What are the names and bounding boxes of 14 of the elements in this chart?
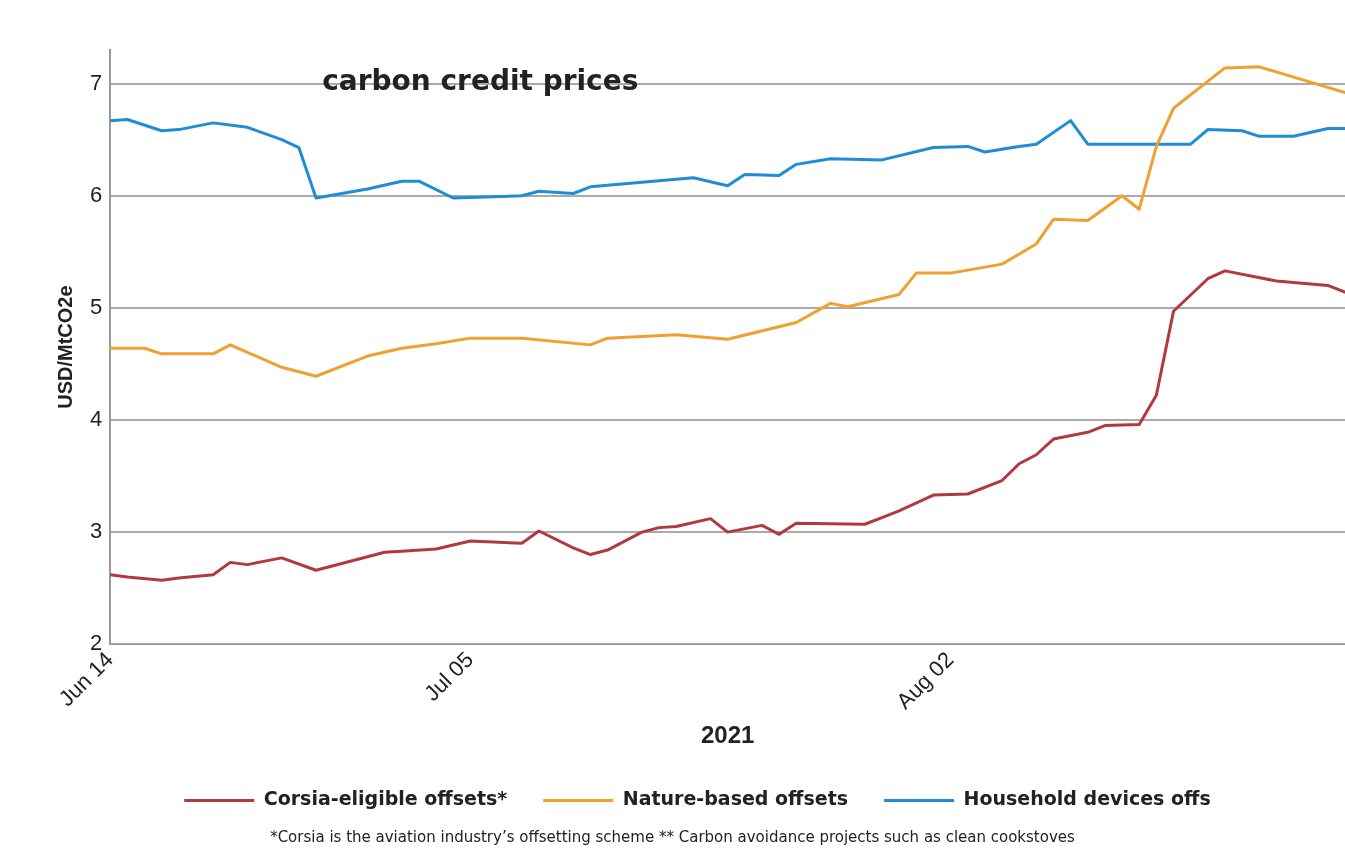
text: *Corsia is the aviation industry’s offsetting scheme ** Carbon avoidance projects such as clean cookstoves (269, 828, 1076, 846)
legend-label: Nature-based offsets (622, 787, 849, 810)
y-tick-label: 3 (89, 518, 103, 544)
x-tick-label: Jul 05 (419, 646, 479, 706)
legend-label: Corsia-eligible offsets* (263, 787, 508, 810)
y-axis-title: USD/MtCO2e (53, 285, 76, 409)
x-tick-label: Aug 02 (891, 646, 959, 714)
y-tick-label: 4 (89, 406, 103, 432)
y-tick-label: 7 (89, 69, 103, 95)
x-axis-title: 2021 (700, 721, 755, 749)
y-tick-label: 6 (89, 181, 103, 207)
legend-label: Household devices offs (963, 787, 1211, 810)
text: carbon credit prices (322, 64, 639, 98)
y-tick-label: 5 (89, 293, 103, 319)
